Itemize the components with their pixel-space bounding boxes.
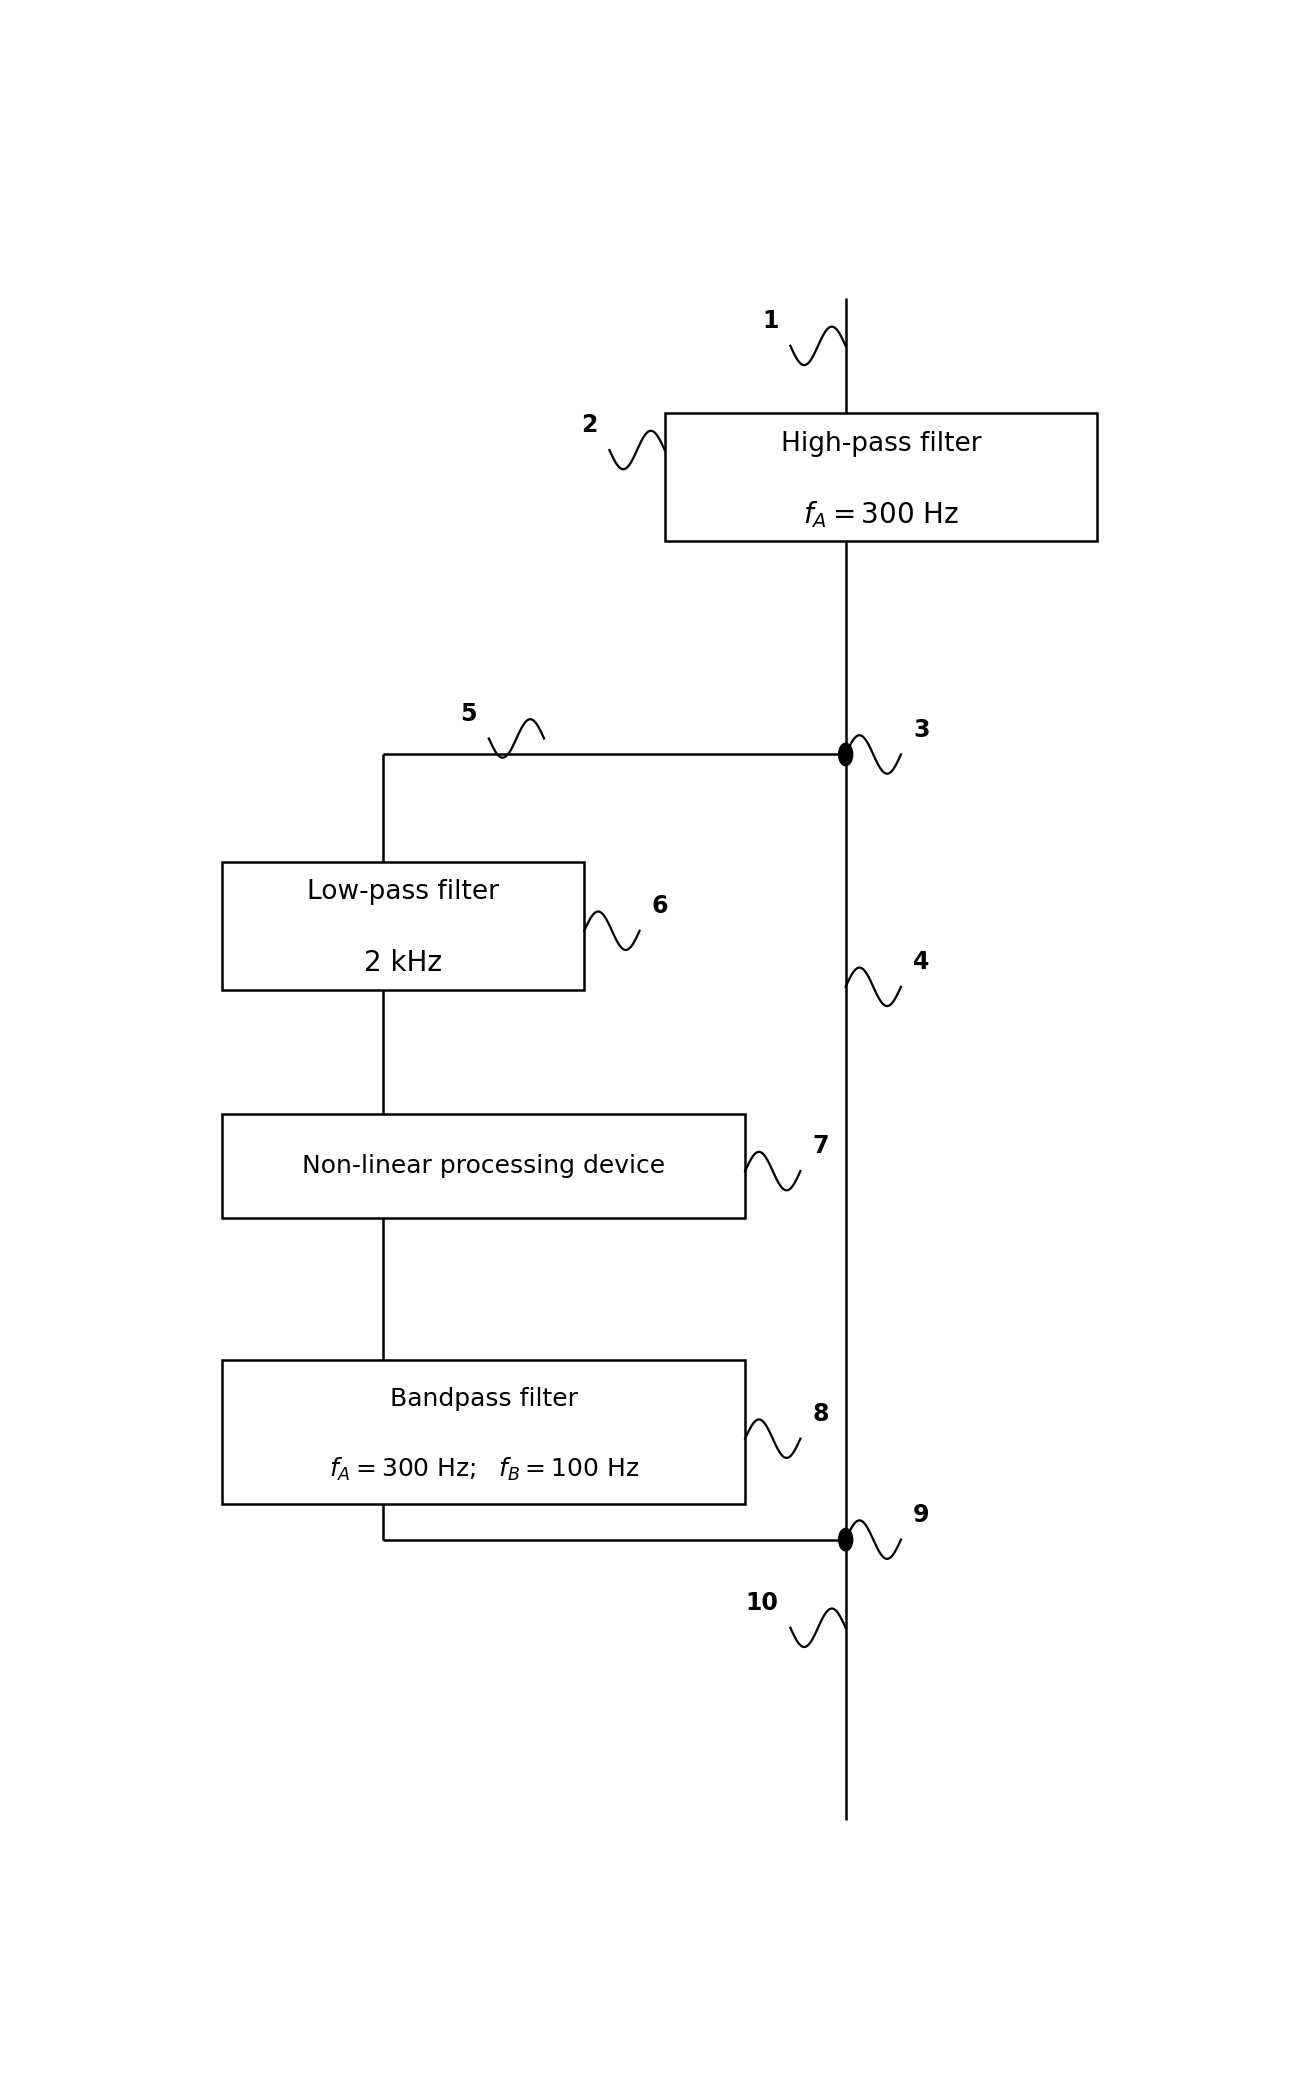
Text: 3: 3 [913,718,930,741]
FancyBboxPatch shape [667,416,1095,539]
FancyBboxPatch shape [664,414,1097,541]
Text: High-pass filter: High-pass filter [781,431,981,456]
Text: 9: 9 [913,1502,930,1527]
Text: Bandpass filter: Bandpass filter [390,1386,577,1411]
Text: 7: 7 [812,1134,829,1159]
Text: Bandpass filter: Bandpass filter [390,1386,577,1411]
Text: Non-linear processing device: Non-linear processing device [302,1155,665,1178]
FancyBboxPatch shape [224,1363,743,1500]
Text: 5: 5 [460,701,477,726]
FancyBboxPatch shape [223,1361,744,1505]
Text: 6: 6 [651,895,668,918]
FancyBboxPatch shape [224,1117,743,1215]
Text: f_A = 300 Hz;  f_B = 100 Hz: f_A = 300 Hz; f_B = 100 Hz [309,1457,659,1482]
FancyBboxPatch shape [223,862,584,991]
Text: 8: 8 [812,1403,829,1425]
Text: High-pass filter: High-pass filter [781,431,981,456]
FancyBboxPatch shape [223,1113,744,1217]
Circle shape [839,1527,852,1550]
Text: 2 kHz: 2 kHz [364,949,442,976]
Text: Low-pass filter: Low-pass filter [307,880,499,905]
Text: $f_A = 300\ \mathrm{Hz}$: $f_A = 300\ \mathrm{Hz}$ [803,499,958,529]
Text: 10: 10 [746,1592,778,1615]
Text: Non-linear processing device: Non-linear processing device [302,1155,665,1178]
Text: $f_A = 300\ \mathrm{Hz};\ \ f_B = 100\ \mathrm{Hz}$: $f_A = 300\ \mathrm{Hz};\ \ f_B = 100\ \… [328,1455,639,1484]
Text: 2: 2 [581,414,598,437]
Text: f_A = 300 Hz: f_A = 300 Hz [790,499,971,529]
Text: 2 kHz: 2 kHz [364,949,442,976]
Text: 1: 1 [761,310,778,333]
Text: Low-pass filter: Low-pass filter [307,880,499,905]
FancyBboxPatch shape [224,866,582,986]
Text: 4: 4 [913,951,930,974]
Circle shape [839,743,852,766]
